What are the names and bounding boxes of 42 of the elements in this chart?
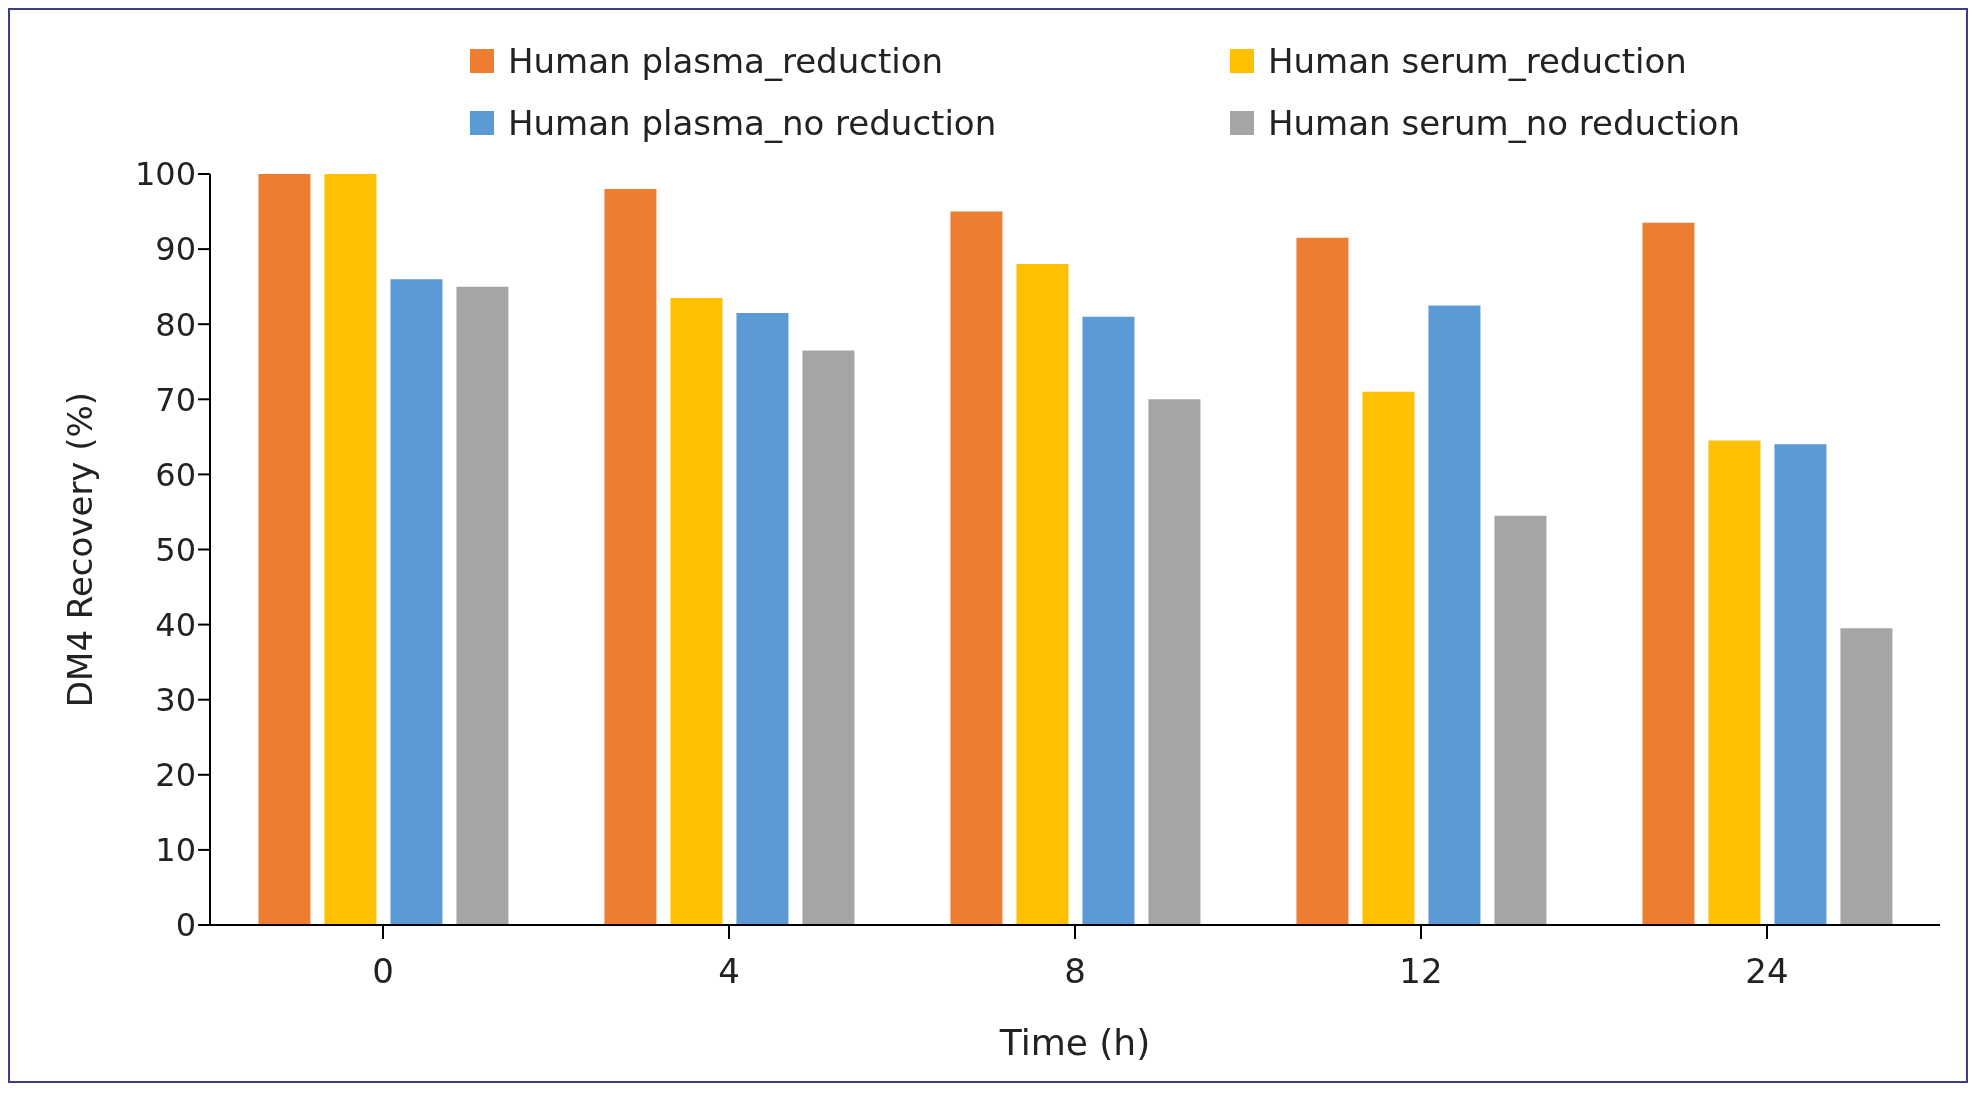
bar [456, 286, 509, 925]
x-tick-label: 24 [1745, 951, 1789, 992]
bar [1016, 264, 1069, 925]
bar [390, 279, 443, 925]
bar [1362, 391, 1415, 925]
bar [1082, 316, 1135, 925]
y-axis-title: DM4 Recovery (%) [60, 391, 101, 708]
bar [1296, 237, 1349, 925]
bar [1428, 305, 1481, 925]
bar [1840, 628, 1893, 925]
bar [950, 211, 1003, 925]
y-tick-label: 90 [155, 230, 196, 269]
bar [736, 312, 789, 925]
y-tick-label: 0 [175, 906, 196, 945]
bar [1494, 515, 1547, 925]
bar [802, 350, 855, 925]
y-tick-label: 70 [155, 380, 196, 419]
bar [604, 189, 657, 925]
x-tick-label: 12 [1399, 951, 1443, 992]
y-tick-label: 50 [155, 530, 196, 569]
x-axis-title: Time (h) [998, 1022, 1151, 1063]
bar [1148, 399, 1201, 925]
y-tick-label: 40 [155, 605, 196, 644]
x-tick-label: 4 [718, 951, 740, 992]
bar [670, 297, 723, 925]
legend-label: Human plasma_no reduction [508, 103, 997, 143]
x-tick-label: 0 [372, 951, 394, 992]
legend-label: Human serum_reduction [1268, 41, 1687, 81]
y-tick-label: 30 [155, 681, 196, 720]
legend-label: Human serum_no reduction [1268, 103, 1740, 143]
y-tick-label: 10 [155, 831, 196, 870]
y-tick-label: 20 [155, 756, 196, 795]
bar [1774, 444, 1827, 925]
bar [1708, 440, 1761, 925]
legend-label: Human plasma_reduction [508, 41, 944, 81]
y-tick-label: 100 [134, 155, 196, 194]
bar [1642, 222, 1695, 925]
x-tick-label: 8 [1064, 951, 1086, 992]
y-tick-label: 80 [155, 305, 196, 344]
y-tick-label: 60 [155, 455, 196, 494]
bar [324, 174, 377, 925]
bar [258, 174, 311, 925]
